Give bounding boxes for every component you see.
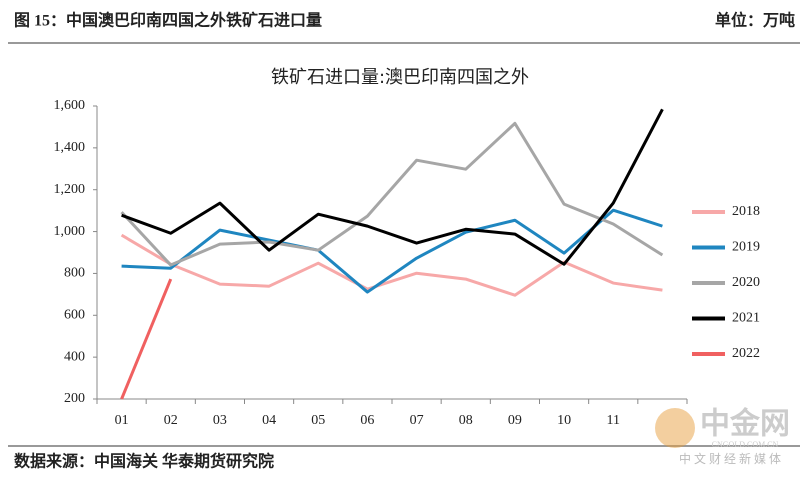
x-tick-label: 07 — [410, 413, 424, 428]
y-tick-label: 1,400 — [54, 140, 86, 155]
watermark-logo — [655, 408, 695, 448]
x-tick-label: 10 — [557, 413, 571, 428]
x-tick-label: 03 — [213, 413, 227, 428]
series-line — [120, 121, 664, 267]
y-tick-label: 1,600 — [54, 98, 86, 113]
x-tick-label: 05 — [311, 413, 325, 428]
y-tick-label: 600 — [64, 308, 85, 323]
series-line — [120, 278, 173, 400]
legend-label: 2020 — [732, 275, 760, 290]
legend-label: 2021 — [732, 311, 760, 326]
series-line — [121, 208, 663, 294]
legend-label: 2018 — [732, 204, 760, 219]
y-tick-label: 800 — [64, 266, 85, 281]
watermark-brand: 中金网 — [700, 407, 790, 442]
x-tick-label: 08 — [459, 413, 473, 428]
x-tick-label: 04 — [262, 413, 276, 428]
x-tick-label: 09 — [508, 413, 522, 428]
legend-label: 2019 — [732, 240, 760, 255]
x-tick-label: 06 — [360, 413, 374, 428]
y-tick-label: 1,200 — [54, 182, 86, 197]
unit: 单位：万吨 — [715, 11, 795, 30]
legend-label: 2022 — [732, 346, 760, 361]
x-tick-label: 02 — [164, 413, 178, 428]
watermark-site: CNGOLD.COM.CN — [712, 440, 779, 449]
y-tick-label: 1,000 — [54, 224, 86, 239]
source: 数据来源：中国海关 华泰期货研究院 — [14, 452, 274, 471]
y-tick-label: 200 — [64, 391, 85, 406]
chart-title: 铁矿石进口量:澳巴印南四国之外 — [271, 67, 529, 88]
y-tick-label: 400 — [64, 349, 85, 364]
series-line — [121, 108, 664, 266]
x-tick-label: 01 — [115, 413, 129, 428]
series-line — [120, 233, 663, 297]
watermark-slogan: 中 文 财 经 新 媒 体 — [679, 451, 781, 466]
figure-title: 图 15：中国澳巴印南四国之外铁矿石进口量 — [14, 11, 322, 30]
x-tick-label: 11 — [607, 413, 620, 428]
